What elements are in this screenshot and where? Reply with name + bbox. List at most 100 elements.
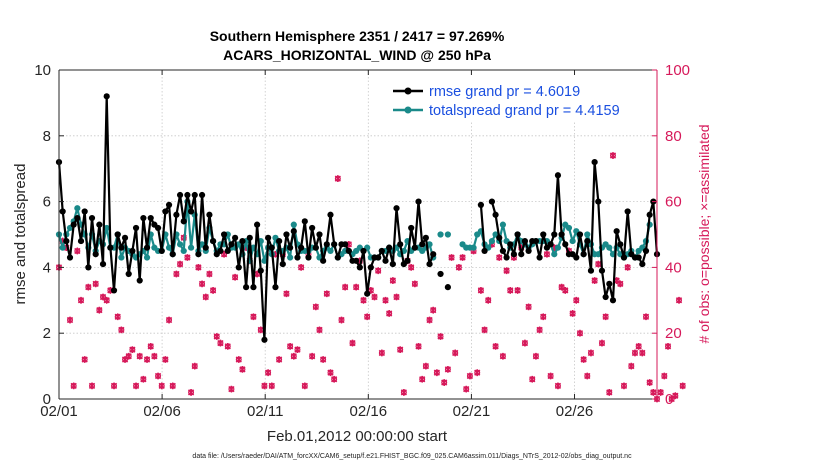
y-tick-label: 0 [43, 391, 51, 408]
rmse-point [187, 208, 195, 215]
rmse-point [96, 221, 103, 228]
rmse-point [551, 231, 558, 238]
obs-assimilated-marker [529, 375, 536, 383]
obs-assimilated-marker [419, 375, 426, 383]
rmse-point [132, 224, 140, 232]
rmse-point [206, 211, 213, 218]
obs-assimilated-marker [136, 352, 143, 360]
legend-rmse-label: rmse grand pr = 4.6019 [429, 84, 580, 100]
obs-assimilated-marker [184, 254, 191, 261]
rmse-point [154, 224, 162, 232]
rmse-point [77, 237, 85, 245]
rmse-point [272, 284, 279, 291]
obs-assimilated-marker [639, 349, 646, 357]
obs-assimilated-marker [503, 267, 510, 275]
obs-assimilated-marker [587, 349, 595, 357]
rmse-point [169, 251, 176, 258]
obs-assimilated-marker [275, 356, 283, 363]
rmse-point [195, 251, 202, 258]
obs-assimilated-marker [312, 303, 319, 311]
obs-assimilated-marker [349, 339, 356, 347]
y2-tick-label: 80 [665, 128, 682, 145]
rmse-point [503, 254, 510, 261]
rmse-point [540, 231, 547, 238]
obs-assimilated-marker [430, 306, 437, 314]
obs-assimilated-marker [74, 247, 81, 255]
obs-assimilated-marker [286, 342, 294, 350]
obs-assimilated-marker [411, 280, 418, 288]
x-tick-label: 02/11 [247, 403, 283, 420]
totalspread-point [554, 244, 562, 251]
obs-assimilated-marker [195, 264, 202, 271]
rmse-point [305, 254, 312, 261]
obs-assimilated-marker [334, 175, 341, 182]
obs-assimilated-marker [268, 382, 275, 390]
obs-assimilated-marker [85, 283, 92, 291]
obs-assimilated-marker [290, 352, 297, 360]
rmse-point [327, 211, 334, 218]
obs-assimilated-marker [562, 287, 569, 294]
obs-assimilated-marker [66, 316, 74, 324]
obs-assimilated-marker [213, 333, 220, 340]
rmse-point [110, 287, 118, 294]
rmse-point [243, 284, 250, 291]
rmse-point [88, 214, 96, 222]
rmse-point [613, 228, 620, 235]
obs-assimilated-marker [338, 316, 345, 324]
totalspread-point [165, 244, 173, 251]
obs-assimilated-marker [386, 310, 393, 317]
rmse-point [180, 218, 187, 225]
totalspread-point [584, 231, 591, 238]
obs-assimilated-marker [250, 313, 257, 321]
obs-assimilated-marker [96, 306, 103, 314]
rmse-point [364, 290, 371, 297]
obs-assimilated-marker [154, 372, 162, 380]
obs-assimilated-marker [426, 316, 433, 324]
obs-assimilated-marker [543, 250, 551, 258]
obs-assimilated-marker [672, 392, 679, 400]
rmse-point [224, 247, 231, 255]
obs-assimilated-marker [202, 293, 209, 301]
rmse-point [532, 237, 540, 245]
obs-assimilated-marker [507, 287, 514, 294]
totalspread-point [551, 251, 558, 258]
y-axis-label: rmse and totalspread [12, 164, 29, 305]
rmse-point [202, 244, 209, 251]
obs-assimilated-marker [191, 362, 198, 370]
rmse-point [143, 244, 151, 251]
obs-assimilated-marker [239, 365, 246, 373]
obs-assimilated-marker [224, 342, 231, 350]
obs-assimilated-marker [206, 270, 213, 278]
obs-assimilated-marker [298, 264, 305, 271]
rmse-point [393, 205, 400, 212]
obs-assimilated-marker [580, 356, 587, 363]
rmse-point [584, 237, 591, 245]
rmse-point [477, 201, 485, 208]
obs-assimilated-marker [147, 342, 154, 350]
obs-assimilated-marker [521, 339, 529, 347]
x-tick-label: 02/21 [453, 403, 491, 420]
rmse-point [334, 254, 341, 261]
obs-assimilated-marker [415, 342, 422, 350]
rmse-point [136, 277, 143, 284]
rmse-point [74, 214, 81, 222]
obs-assimilated-marker [132, 382, 140, 390]
rmse-point [411, 244, 418, 251]
rmse-point [217, 247, 224, 255]
totalspread-point [606, 244, 613, 251]
obs-assimilated-marker [231, 273, 239, 281]
y2-tick-label: 100 [665, 62, 690, 79]
rmse-point [114, 231, 121, 238]
rmse-point [309, 224, 316, 232]
obs-assimilated-marker [466, 372, 474, 380]
x-tick-label: 02/16 [350, 403, 388, 420]
obs-assimilated-marker [481, 326, 488, 334]
obs-assimilated-marker [422, 362, 430, 370]
totalspread-point [290, 221, 297, 228]
rmse-point [386, 244, 393, 251]
rmse-point [276, 237, 283, 245]
obs-assimilated-marker [331, 375, 338, 383]
x-tick-label: 02/26 [556, 403, 594, 420]
obs-assimilated-marker [316, 326, 323, 334]
